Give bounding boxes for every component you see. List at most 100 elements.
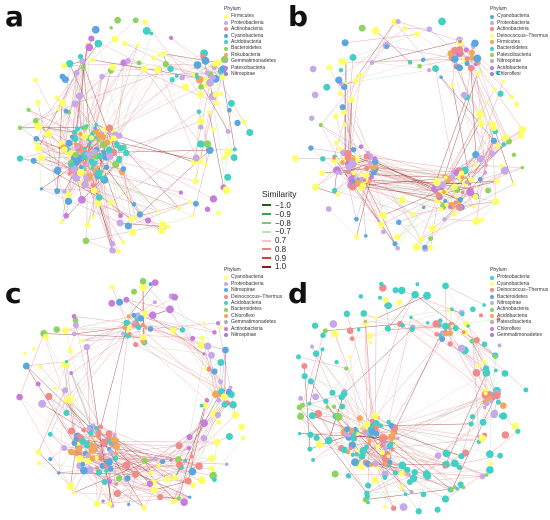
legend-color-dot [224,27,228,32]
node [61,62,68,70]
edge [111,286,138,319]
node [188,467,197,476]
legend-item: Patescibacteria [490,52,548,58]
node [122,149,130,157]
node [82,237,90,245]
node [93,500,101,508]
node [478,120,485,128]
node [469,414,476,420]
node [425,321,430,325]
edge [369,181,461,200]
node [371,476,379,484]
edge [459,39,493,125]
node [467,177,474,183]
node [162,60,169,68]
node [364,172,370,179]
node [443,175,448,180]
node [511,182,516,187]
legend-item: Actinobacteria [490,306,548,312]
node [75,445,83,452]
node [329,389,336,396]
node [411,468,418,476]
edge [128,282,156,317]
node [139,283,147,292]
edge [444,219,477,222]
node [515,428,521,434]
edge [481,201,497,221]
edge [419,58,455,67]
edge [375,30,411,63]
node [56,106,60,111]
legend-label: Actinobacteria [497,26,529,33]
legend-label: Patescibacteria [497,319,532,326]
node [94,199,103,207]
node [331,470,339,478]
node [183,458,188,463]
node [66,482,75,490]
legend-label: Bacteroidetes [497,293,528,300]
edge [423,58,468,61]
node [22,362,30,370]
node [438,17,446,26]
node [81,180,89,189]
node [192,154,200,162]
node [108,449,114,455]
node [441,495,450,503]
node [407,60,413,65]
legend-label: Chloroflexi [231,312,255,319]
node [456,64,464,72]
edge [129,328,151,335]
node [439,75,443,79]
node [442,190,446,195]
legend-title: Phylum [490,267,507,273]
node [169,458,173,462]
edge [65,315,138,331]
node [38,364,43,370]
edge [387,294,416,329]
node [114,482,119,486]
node [202,352,206,356]
node [382,296,389,303]
edge [402,199,441,210]
node [174,73,179,78]
node [62,387,69,394]
node [500,166,509,175]
node [501,79,505,83]
node [224,148,232,157]
node [90,182,96,188]
node [429,224,437,233]
edge [103,484,194,502]
edge [178,394,217,460]
similarity-swatch [262,221,271,224]
edge [109,449,136,475]
edge [113,334,129,440]
node [201,56,210,65]
node [363,429,368,433]
legend-label: Chloroflexi [497,325,521,332]
node [486,466,494,474]
legend-label: Bacteroidetes [497,45,528,52]
node [353,233,360,240]
edge [399,294,416,325]
edge [68,68,145,144]
node [482,303,486,307]
node [456,464,462,471]
node [54,95,59,100]
node [246,128,254,137]
edge [434,97,467,185]
similarity-swatch [262,204,271,207]
node [390,505,397,511]
edge [336,362,379,418]
node [53,386,57,390]
node [225,432,234,441]
edge [50,400,66,435]
node [69,161,75,167]
node [61,444,68,452]
node [206,78,214,87]
node [387,328,391,332]
node [497,452,504,459]
edge [393,395,498,433]
node [39,187,44,191]
node [85,124,89,128]
node [348,427,355,434]
